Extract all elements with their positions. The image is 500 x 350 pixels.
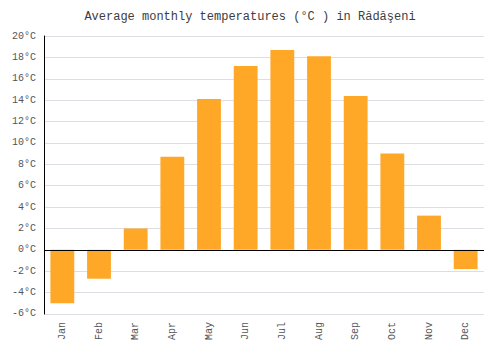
svg-text:Jul: Jul [277,322,288,340]
svg-text:8°C: 8°C [18,159,36,170]
svg-text:2°C: 2°C [18,223,36,234]
svg-text:-2°C: -2°C [12,266,36,277]
svg-text:Feb: Feb [94,322,105,340]
svg-text:6°C: 6°C [18,180,36,191]
svg-text:Apr: Apr [167,322,178,340]
svg-text:16°C: 16°C [12,73,36,84]
svg-text:Oct: Oct [387,322,398,340]
svg-text:0°C: 0°C [18,244,36,255]
svg-text:Jun: Jun [240,322,251,340]
svg-text:Nov: Nov [424,322,435,340]
svg-text:14°C: 14°C [12,95,36,106]
svg-text:Jan: Jan [57,322,68,340]
svg-text:-6°C: -6°C [12,308,36,319]
svg-text:12°C: 12°C [12,116,36,127]
svg-text:-4°C: -4°C [12,287,36,298]
svg-text:Sep: Sep [350,322,361,340]
svg-text:4°C: 4°C [18,202,36,213]
svg-text:Mar: Mar [130,322,141,340]
svg-text:Average monthly temperatures (: Average monthly temperatures (°C ) in Ră… [84,10,415,24]
svg-text:10°C: 10°C [12,137,36,148]
svg-text:20°C: 20°C [12,31,36,42]
svg-text:Aug: Aug [314,322,325,340]
svg-text:Dec: Dec [460,322,471,340]
svg-text:May: May [204,322,215,340]
svg-text:18°C: 18°C [12,52,36,63]
